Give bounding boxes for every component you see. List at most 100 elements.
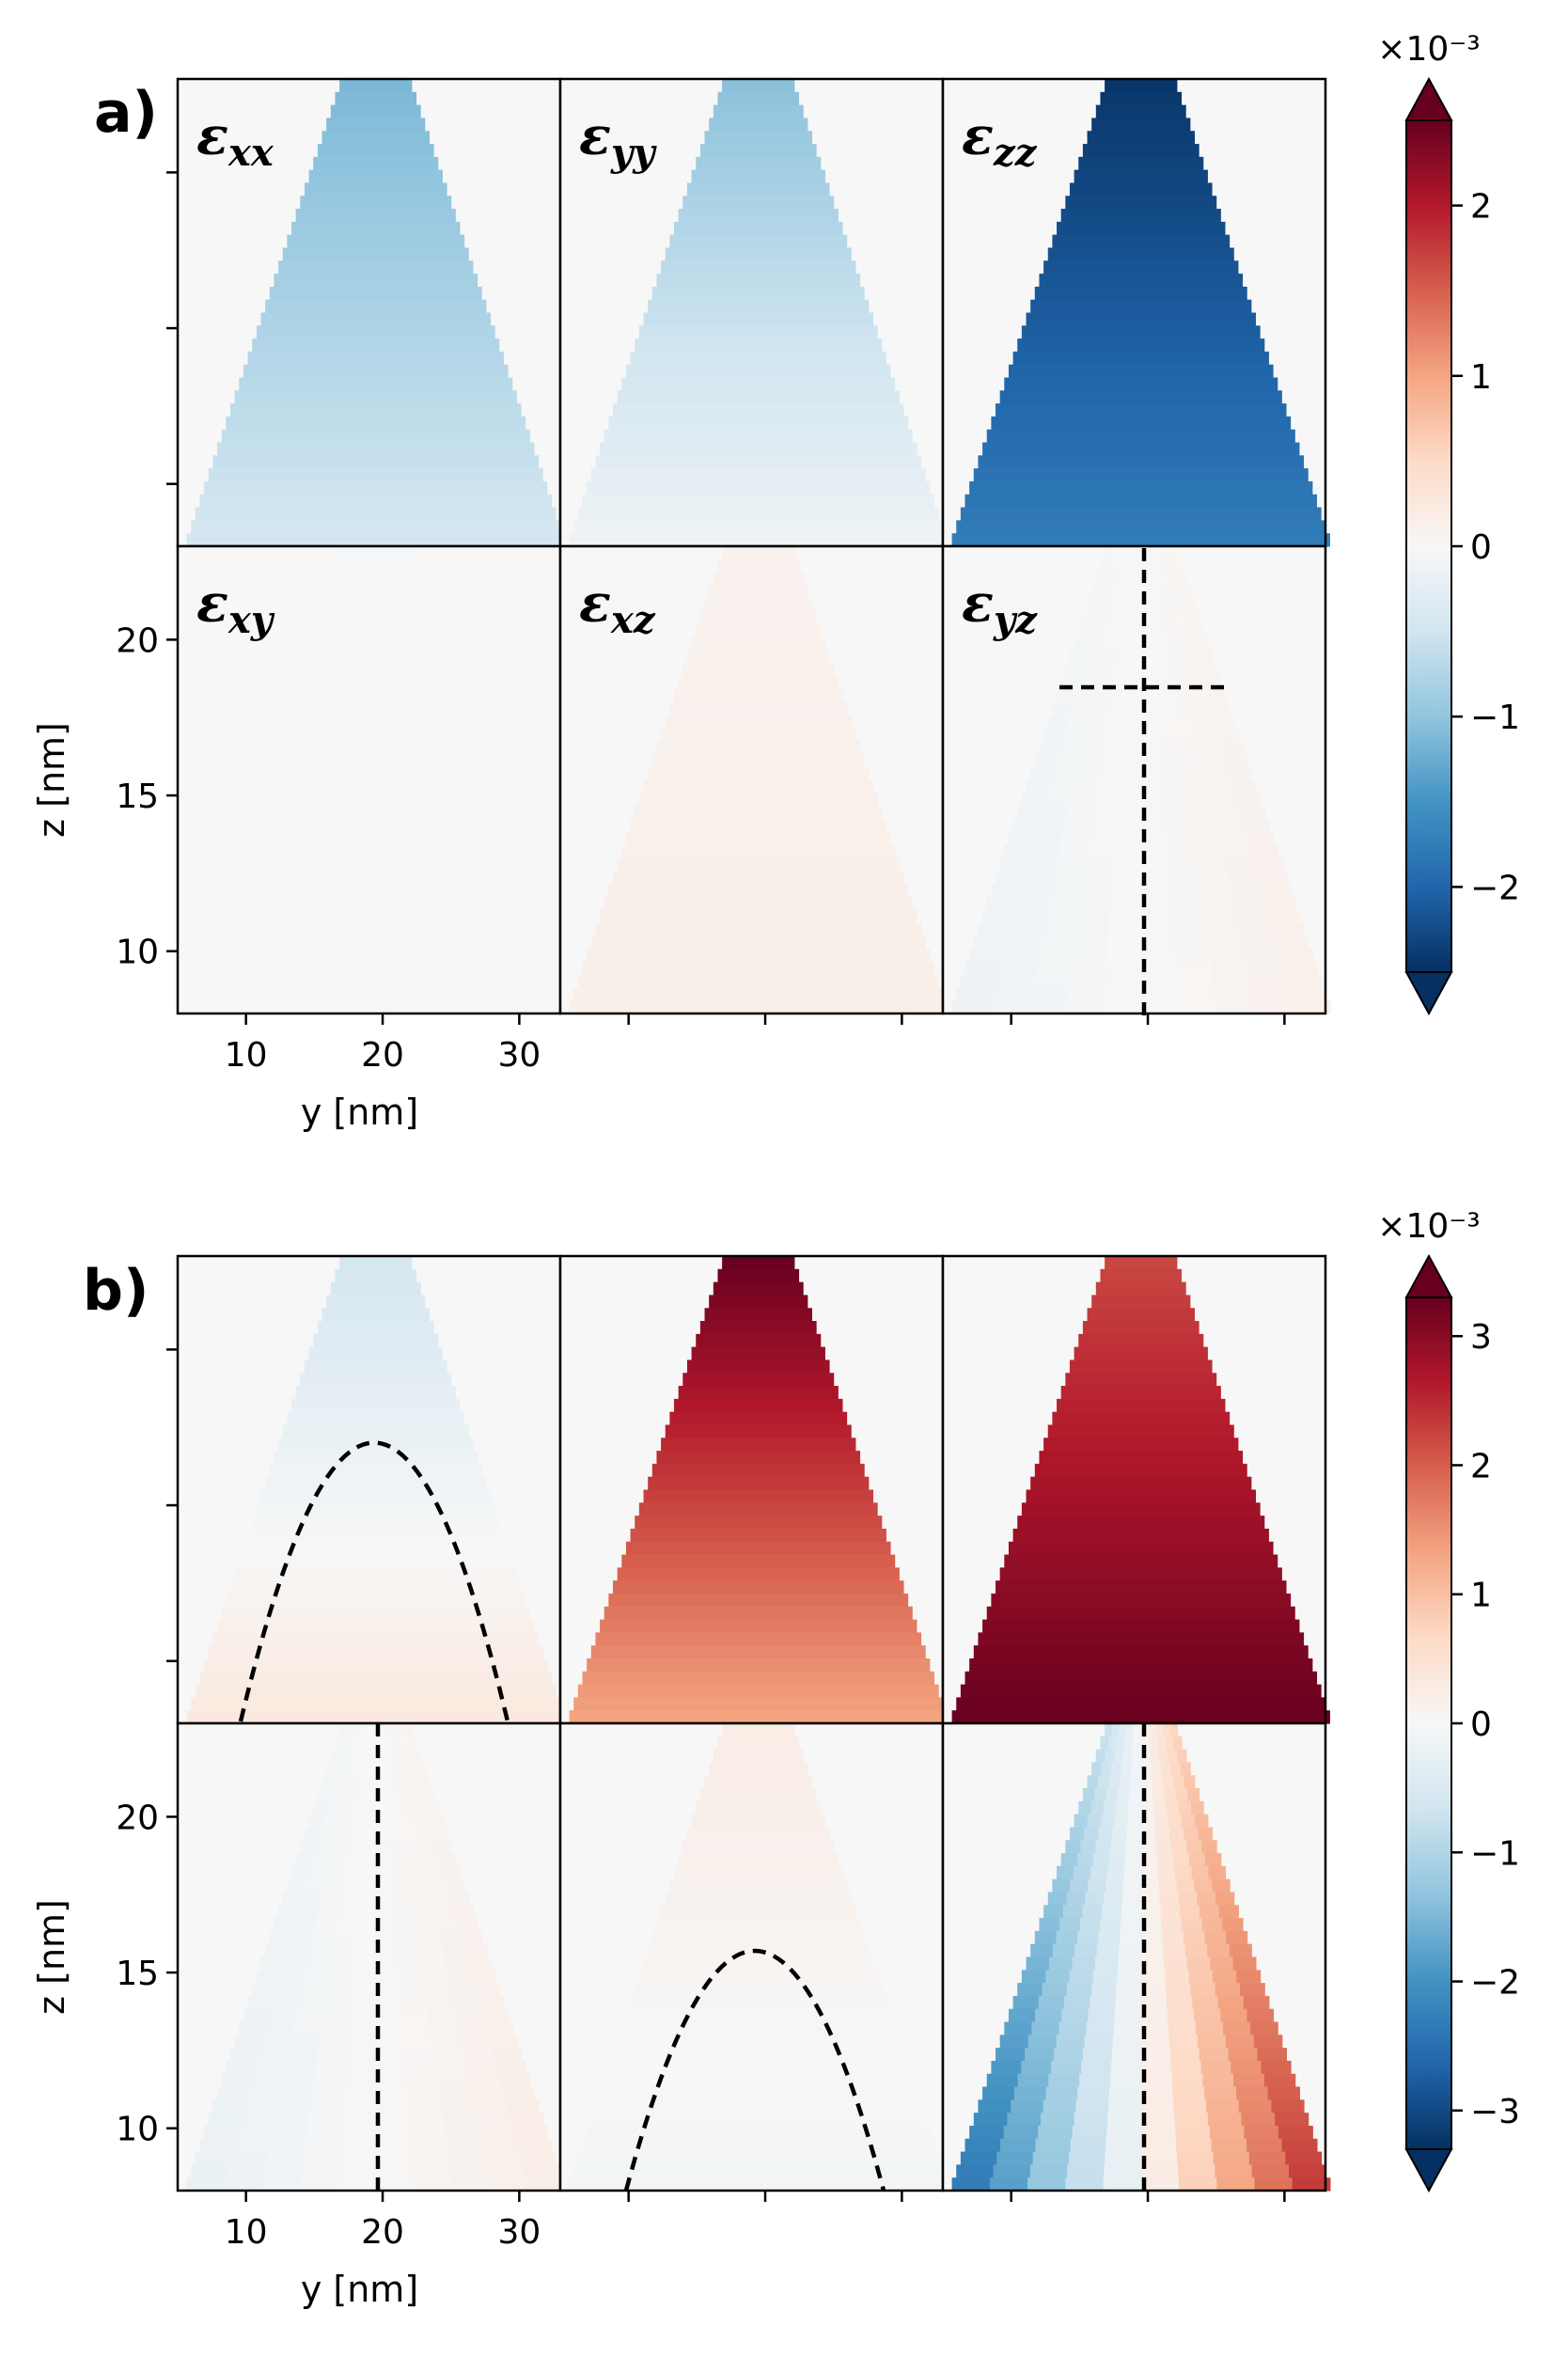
heatmap-cell [301,1892,321,1906]
heatmap-cell [1124,1853,1142,1867]
heatmap-cell [290,1930,313,1945]
heatmap-cell [1172,1853,1190,1867]
heatmap-cell [1140,1930,1163,1945]
heatmap-cell [1213,974,1250,988]
heatmap-cell [686,1827,830,1841]
colorbar-exponent-label: ×10⁻³ [1377,1207,1480,1246]
heatmap-cell [1056,2035,1086,2049]
heatmap-cell [1236,1970,1262,1984]
heatmap-cell [1008,831,1036,846]
heatmap-cell [1121,728,1142,742]
heatmap-cell [306,1956,331,1971]
colorbar-gradient [1406,120,1451,972]
heatmap-cell [1112,857,1142,872]
heatmap-cell [415,1905,435,1919]
heatmap-cell [1201,741,1223,755]
heatmap-cell [392,1736,401,1751]
y-tick-label: 10 [116,934,159,972]
heatmap-cell [1170,663,1187,677]
heatmap-cell [1096,1943,1120,1958]
component-label-subscript: xy [227,598,275,642]
heatmap-cell [1171,896,1203,911]
heatmap-cell [313,623,439,638]
heatmap-cell [1201,663,1217,677]
heatmap-cell [265,299,487,314]
heatmap-cell [405,2060,437,2075]
heatmap-cell [600,909,917,923]
heatmap-cell [1116,1736,1125,1751]
heatmap-cell [1061,831,1089,846]
heatmap-cell [674,688,843,703]
heatmap-cell [1140,2113,1175,2127]
heatmap-cell [256,1970,281,1984]
heatmap-cell [1181,636,1196,652]
heatmap-cell [305,2138,341,2153]
heatmap-cell [682,196,835,210]
heatmap-cell [1169,650,1184,664]
heatmap-cell [651,1463,865,1478]
heatmap-cell [1140,2086,1174,2100]
heatmap-cell [1149,558,1158,574]
heatmap-cell [1114,636,1129,652]
heatmap-cell [348,1749,359,1764]
heatmap-cell [1039,741,1060,755]
heatmap-cell [363,1800,377,1815]
heatmap-cell [375,1878,395,1893]
heatmap-cell [191,2164,229,2178]
heatmap-cell [418,1775,431,1789]
heatmap-cell [395,1762,406,1776]
heatmap-cell [307,1865,326,1880]
heatmap-cell [1107,935,1142,950]
heatmap-cell [247,1995,274,2010]
heatmap-cell [996,403,1287,417]
heatmap-cell [375,2048,406,2062]
heatmap-cell [408,1775,420,1789]
heatmap-cell [488,2035,518,2049]
heatmap-cell [1140,779,1165,794]
heatmap-cell [1267,909,1300,923]
heatmap-cell [1076,753,1100,768]
heatmap-cell [421,1956,446,1971]
heatmap-cell [1060,209,1221,223]
heatmap-cell [463,1943,487,1958]
heatmap-cell [1241,935,1276,950]
heatmap-cell [1250,844,1278,858]
heatmap-cell [964,961,1001,976]
heatmap-cell [204,2125,240,2140]
heatmap-cell [526,2177,566,2192]
heatmap-cell [1197,857,1227,872]
heatmap-cell [1124,1736,1134,1751]
heatmap-cell [656,741,861,755]
heatmap-cell [630,1995,886,2010]
heatmap-cell [1244,948,1279,963]
heatmap-cell [199,494,553,509]
heatmap-cell [282,1892,303,1906]
heatmap-cell [1082,611,1095,625]
heatmap-cell [260,312,492,326]
heatmap-cell [1118,1788,1130,1802]
y-tick-label: 15 [116,1955,159,1993]
heatmap-cell [1123,688,1142,703]
heatmap-cell [1170,1840,1187,1854]
heatmap-cell [1069,974,1105,988]
heatmap-cell [333,1827,348,1841]
heatmap-cell [291,688,461,703]
heatmap-cell [1118,611,1130,625]
heatmap-cell [1157,1736,1167,1751]
heatmap-cell [304,1970,329,1984]
heatmap-cell [1209,948,1245,963]
heatmap-cell [678,1853,839,1867]
heatmap-cell [686,1359,830,1374]
heatmap-cell [1162,1723,1171,1737]
heatmap-cell [1231,883,1262,898]
heatmap-cell [1208,1865,1227,1880]
component-label-symbol: ε [579,105,611,167]
heatmap-cell [1151,1762,1162,1776]
heatmap-cell [252,2073,284,2088]
heatmap-cell [691,636,825,652]
heatmap-cell [1165,1970,1190,1984]
heatmap-cell [1218,1905,1239,1919]
heatmap-cell [1088,2008,1116,2023]
heatmap-cell [1105,2138,1142,2153]
heatmap-cell [1119,546,1127,560]
